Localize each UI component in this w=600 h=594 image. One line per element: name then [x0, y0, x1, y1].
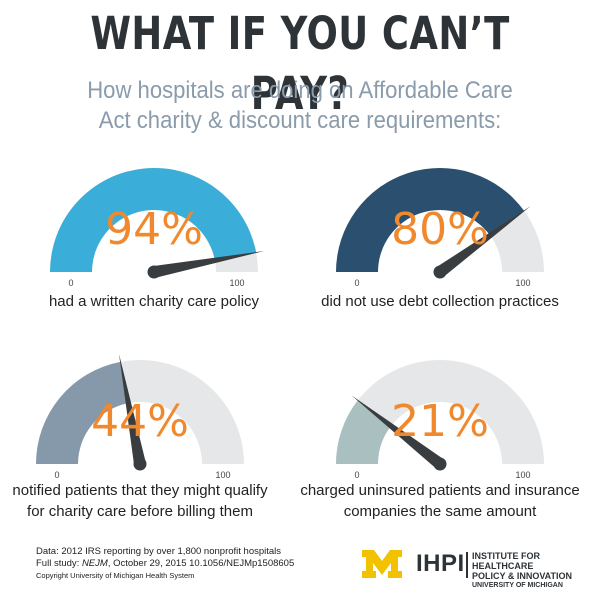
- gauge-min-label: 0: [54, 470, 59, 480]
- gauge-caption-line: companies the same amount: [343, 503, 537, 520]
- gauge-caption: charged uninsured patients and insurance…: [290, 480, 590, 522]
- footer-source: Data: 2012 IRS reporting by over 1,800 n…: [36, 546, 294, 581]
- footer-study-journal: NEJM: [81, 558, 108, 569]
- gauge-needle-hub: [133, 457, 147, 471]
- block-m-logo-icon: [362, 550, 402, 578]
- footer-data-line: Data: 2012 IRS reporting by over 1,800 n…: [36, 546, 282, 557]
- gauge-caption-line: did not use debt collection practices: [321, 293, 559, 310]
- gauge-needle: [119, 353, 146, 468]
- logo-line-1: INSTITUTE FOR HEALTHCARE: [472, 551, 540, 571]
- gauge-fill: [36, 361, 129, 464]
- gauge-2: 80% 0 100: [336, 168, 544, 288]
- gauge-fill: [336, 168, 525, 272]
- gauge-caption-line: charged uninsured patients and insurance: [300, 482, 580, 499]
- gauge-caption-line: notified patients that they might qualif…: [12, 482, 268, 499]
- footer-copyright: Copyright University of Michigan Health …: [36, 571, 195, 580]
- gauge-needle-hub: [433, 457, 447, 471]
- gauge-caption: did not use debt collection practices: [290, 291, 590, 312]
- gauge-fill: [50, 167, 257, 272]
- gauge-caption: notified patients that they might qualif…: [0, 480, 290, 522]
- logo-institute-name: INSTITUTE FOR HEALTHCARE POLICY & INNOVA…: [472, 551, 582, 591]
- gauge-value-label: 44%: [91, 396, 189, 447]
- gauge-track: [336, 360, 544, 464]
- gauge-max-label: 100: [515, 470, 530, 480]
- subtitle-line-2: Act charity & discount care requirements…: [98, 107, 502, 134]
- gauge-max-label: 100: [229, 278, 244, 288]
- gauge-value-label: 94%: [105, 204, 203, 255]
- gauge-max-label: 100: [515, 278, 530, 288]
- gauge-min-label: 0: [68, 278, 73, 288]
- logo-line-3: UNIVERSITY OF MICHIGAN: [472, 582, 563, 589]
- footer-study-rest: , October 29, 2015 10.1056/NEJMp1508605: [107, 558, 295, 569]
- gauge-caption-line: had a written charity care policy: [48, 293, 260, 310]
- subtitle-line-1: How hospitals are doing on Affordable Ca…: [87, 77, 513, 104]
- gauge-1: 94% 0 100: [50, 167, 265, 288]
- logo-line-2: POLICY & INNOVATION: [472, 571, 573, 581]
- gauge-caption: had a written charity care policy: [4, 291, 304, 312]
- gauge-needle: [436, 206, 531, 277]
- footer-study-line: Full study: NEJM, October 29, 2015 10.10…: [36, 558, 294, 570]
- logo-divider: [466, 552, 468, 578]
- gauge-4: 21% 0 100: [335, 360, 544, 480]
- footer-study-prefix: Full study:: [36, 558, 82, 569]
- gauge-min-label: 0: [354, 278, 359, 288]
- gauge-value-label: 80%: [391, 204, 489, 255]
- gauge-needle: [351, 395, 444, 469]
- ihpi-wordmark: IHPI: [416, 550, 465, 577]
- gauge-value-label: 21%: [391, 396, 489, 447]
- gauge-3: 44% 0 100: [36, 353, 244, 480]
- gauge-max-label: 100: [215, 470, 230, 480]
- ihpi-logo: IHPI INSTITUTE FOR HEALTHCARE POLICY & I…: [362, 544, 582, 589]
- gauge-needle-hub: [433, 265, 447, 279]
- gauge-caption-line: for charity care before billing them: [27, 503, 253, 520]
- gauge-min-label: 0: [354, 470, 359, 480]
- page-title: WHAT IF YOU CAN’T PAY?: [90, 7, 510, 120]
- page-subtitle: How hospitals are doing on Affordable Ca…: [24, 76, 576, 136]
- gauge-needle: [150, 251, 265, 278]
- gauge-needle-hub: [147, 265, 161, 279]
